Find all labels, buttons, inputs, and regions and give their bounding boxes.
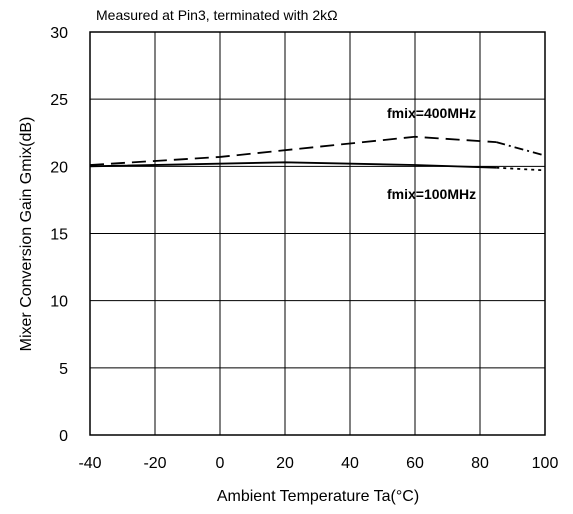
series-label-100mhz: fmix=100MHz bbox=[387, 186, 476, 202]
y-tick-label: 15 bbox=[50, 227, 68, 244]
y-tick-label: 10 bbox=[50, 294, 68, 311]
series-extension-fmix-400mhz bbox=[496, 141, 546, 157]
x-axis-label: Ambient Temperature Ta(°C) bbox=[217, 488, 419, 505]
series-line-fmix-400mhz bbox=[89, 135, 497, 166]
y-axis-label: Mixer Conversion Gain Gmix(dB) bbox=[18, 117, 35, 352]
series-layer bbox=[89, 135, 546, 172]
series-label-400mhz: fmix=400MHz bbox=[387, 105, 476, 121]
x-tick-label: 40 bbox=[341, 455, 359, 472]
x-tick-label: 100 bbox=[532, 455, 559, 472]
y-tick-label: 20 bbox=[50, 159, 68, 176]
x-tick-label: 60 bbox=[406, 455, 424, 472]
chart-annotation: Measured at Pin3, terminated with 2kΩ bbox=[96, 7, 338, 23]
series-line-fmix-100mhz bbox=[89, 161, 497, 169]
x-tick-label: 20 bbox=[276, 455, 294, 472]
grid-lines bbox=[90, 32, 545, 435]
x-tick-label: -40 bbox=[78, 455, 101, 472]
y-tick-label: 25 bbox=[50, 92, 68, 109]
tick-labels: -40 -20 0 20 40 60 80 100 0 5 10 15 20 25 30 bbox=[50, 25, 558, 472]
x-tick-label: 0 bbox=[216, 455, 225, 472]
x-tick-label: 80 bbox=[471, 455, 489, 472]
x-tick-label: -20 bbox=[143, 455, 166, 472]
y-tick-label: 0 bbox=[59, 428, 68, 445]
series-extension-fmix-100mhz bbox=[496, 166, 546, 172]
y-tick-label: 30 bbox=[50, 25, 68, 42]
y-tick-label: 5 bbox=[59, 361, 68, 378]
